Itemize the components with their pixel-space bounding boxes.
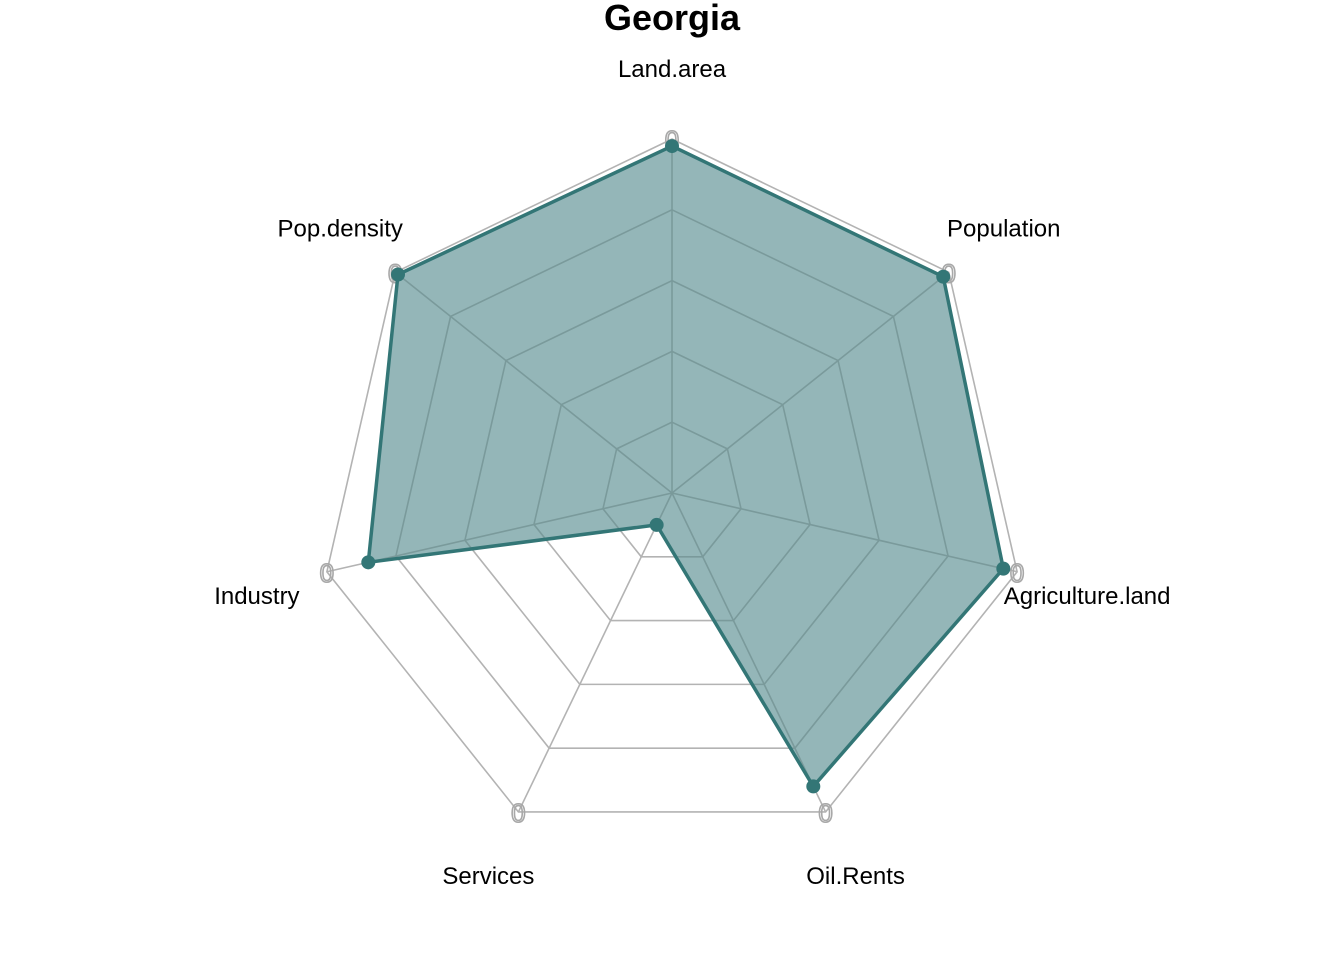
grid-spoke-over-fill bbox=[671, 271, 950, 494]
series-area bbox=[368, 146, 1004, 787]
grid-spoke bbox=[517, 492, 673, 813]
grid-spoke-over-fill bbox=[671, 492, 827, 787]
tick-label: 0 bbox=[818, 798, 832, 828]
data-point-land-area bbox=[665, 139, 679, 154]
grid-spoke-over-fill bbox=[394, 271, 673, 494]
axis-labels: Land.area Population Agriculture.land Oil.R… bbox=[214, 56, 1170, 890]
chart-title: Georgia bbox=[604, 0, 741, 38]
radar-series bbox=[361, 139, 1011, 794]
grid-ring-5 bbox=[326, 138, 1018, 813]
axis-label-agriculture-land: Agriculture.land bbox=[1004, 583, 1171, 610]
axis-label-oil-rents: Oil.Rents bbox=[806, 863, 905, 890]
data-point-oil-rents bbox=[806, 779, 821, 794]
data-point-pop-density bbox=[390, 267, 405, 282]
axis-label-population: Population bbox=[947, 215, 1060, 242]
tick-label: 0 bbox=[511, 798, 525, 828]
axis-label-pop-density: Pop.density bbox=[278, 215, 403, 242]
axis-label-land-area: Land.area bbox=[618, 56, 727, 83]
data-point-agriculture-land bbox=[996, 561, 1011, 576]
data-point-industry bbox=[361, 555, 376, 570]
tick-label: 0 bbox=[320, 558, 334, 588]
data-point-population bbox=[936, 269, 951, 284]
axis-label-services: Services bbox=[442, 863, 534, 890]
grid-spoke-over-fill bbox=[671, 492, 1004, 573]
series-line bbox=[366, 144, 1006, 789]
axis-label-industry: Industry bbox=[214, 583, 299, 610]
tick-label: 0 bbox=[1010, 558, 1024, 588]
data-point-services bbox=[649, 517, 664, 532]
